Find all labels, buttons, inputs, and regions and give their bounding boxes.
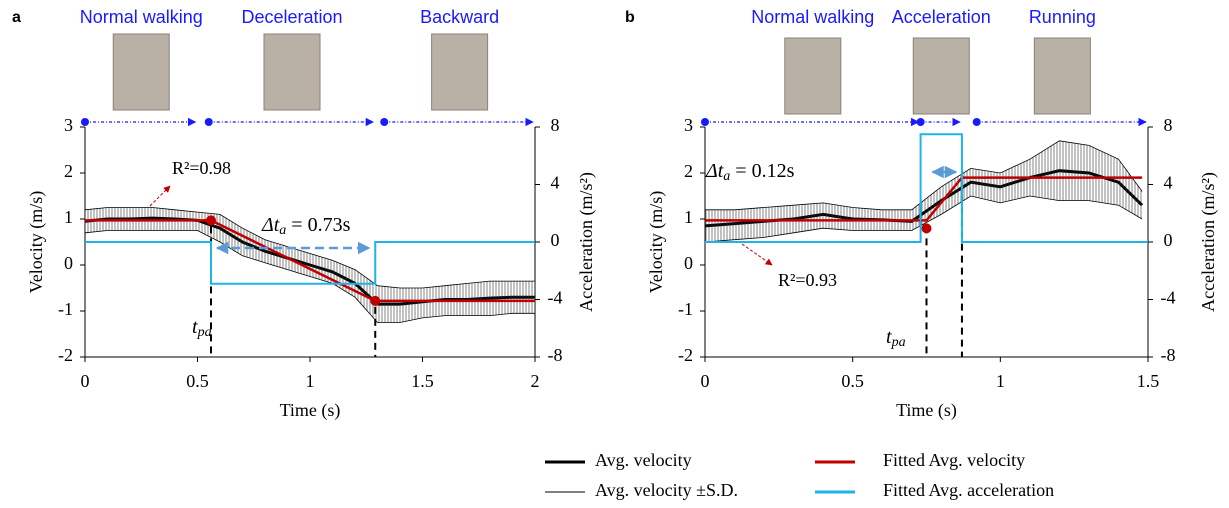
phase-label: Deceleration [241,7,342,27]
delta-sub: a [723,169,730,184]
tpa-sub: pa [197,325,212,340]
phase-photo [431,33,489,111]
y-tick-label: 2 [684,161,693,181]
sd-hatch [85,207,535,323]
x-tick-label: 2 [531,371,540,391]
x-tick-label: 1 [996,371,1005,391]
phase-start [701,118,709,126]
phase-start [972,118,981,126]
breakpoint [370,295,381,306]
phase-start [380,118,389,126]
x-tick-label: 0 [701,371,710,391]
delta-rest: = 0.12s [730,160,794,182]
phase-label: Normal walking [80,7,203,27]
phase-photo [1033,37,1091,115]
y2-tick-label: 8 [1164,115,1173,135]
y2-axis-label: Acceleration (m/s²) [576,172,597,312]
velocity-line: Fitted Avg. velocity [705,176,1143,222]
sd-upper: Avg. velocity ±S.D. [705,140,1143,211]
y-tick-label: -2 [678,345,693,365]
velocity-line: Fitted Avg. velocity [85,219,535,303]
y2-axis-label: Acceleration (m/s²) [1198,172,1219,312]
phase-photo [112,33,170,111]
x-tick-label: 0 [81,371,90,391]
y-axis-label: Velocity (m/s) [646,191,667,293]
phase-start [204,118,213,126]
breakpoint [206,215,216,226]
phase-photo [784,37,842,115]
delta-sub: a [279,223,286,238]
y-axis-label: Velocity (m/s) [26,191,47,293]
legend-label: Avg. velocity [595,450,692,470]
breakpoint [921,223,932,234]
y-tick-label: -1 [58,299,73,319]
tpa-main: t [886,326,892,348]
tpa-label: tpa [192,316,212,341]
y-tick-label: -2 [58,345,73,365]
legend-label: Avg. velocity ±S.D. [595,480,738,500]
phase-start [81,118,89,126]
phase-label: Running [1029,7,1096,27]
sd-lower [704,195,1143,243]
y-tick-label: 3 [684,115,693,135]
phase-label: Acceleration [892,7,991,27]
delta-main: Δt [705,160,724,182]
y2-tick-label: -8 [1161,345,1176,365]
sd-hatch [705,140,1143,242]
x-tick-label: 1.5 [1137,371,1160,391]
y-tick-label: 0 [684,253,693,273]
x-axis-label: Time (s) [280,400,341,421]
tpa-main: t [192,316,198,338]
y2-tick-label: 8 [551,115,560,135]
x-tick-label: 1.5 [411,371,434,391]
legend-label: Fitted Avg. acceleration [883,480,1054,500]
phase-photo [263,33,321,111]
delta-label: Δta = 0.73s [261,214,351,239]
y-tick-label: 2 [64,161,73,181]
delta-label: Δta = 0.12s [705,160,795,185]
y2-tick-label: 0 [1164,230,1173,250]
x-axis-label: Time (s) [896,400,957,421]
y2-tick-label: 0 [551,230,560,250]
y2-tick-label: -4 [548,288,563,308]
y2-tick-label: 4 [551,173,560,193]
sd-lower [84,230,535,323]
r2-label: R²=0.98 [172,158,231,178]
x-tick-label: 1 [306,371,315,391]
phase-photo [912,37,970,115]
y-tick-label: -1 [678,299,693,319]
delta-rest: = 0.73s [286,214,350,236]
y2-tick-label: -8 [548,345,563,365]
legend-label: Fitted Avg. velocity [883,450,1025,470]
r2-arrow [149,185,171,207]
tpa-sub: pa [891,335,906,350]
x-tick-label: 0.5 [841,371,864,391]
y2-tick-label: 4 [1164,173,1173,193]
y-tick-label: 1 [684,207,693,227]
r2-label: R²=0.93 [778,270,837,290]
y2-tick-label: -4 [1161,288,1176,308]
delta-main: Δt [261,214,280,236]
y-tick-label: 3 [64,115,73,135]
phase-label: Normal walking [751,7,874,27]
y-tick-label: 0 [64,253,73,273]
acceleration-line: Fitted Avg. acceleration [705,133,1148,243]
tpa-label: tpa [886,326,906,351]
y-tick-label: 1 [64,207,73,227]
panel-label: a [12,9,21,26]
acceleration-line: Fitted Avg. acceleration [85,241,535,285]
phase-start [916,118,925,126]
panel-label: b [625,9,635,26]
phase-label: Backward [420,7,499,27]
x-tick-label: 0.5 [186,371,209,391]
r2-arrow [741,243,773,266]
